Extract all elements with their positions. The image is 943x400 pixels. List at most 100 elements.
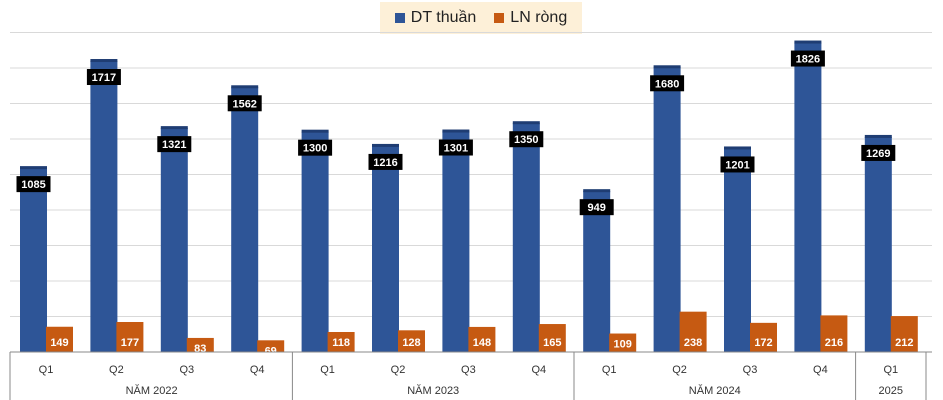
- profit-value-label: 118: [332, 337, 350, 349]
- revenue-label-box: [579, 199, 614, 216]
- revenue-value-label: 1826: [796, 54, 820, 66]
- legend-item-revenue: DT thuần: [394, 9, 477, 27]
- profit-value-label: 128: [402, 337, 420, 349]
- profit-bar: [538, 324, 566, 352]
- revenue-bar: [512, 123, 540, 352]
- revenue-bar: [794, 42, 822, 353]
- quarter-tick-label: Q1: [602, 364, 617, 376]
- profit-bar: [468, 326, 496, 352]
- revenue-bar-cap: [653, 65, 681, 69]
- legend-item-profit: LN ròng: [494, 9, 567, 27]
- revenue-bar-cap: [864, 134, 892, 138]
- legend-swatch-profit: [494, 13, 505, 23]
- revenue-bar: [231, 87, 259, 352]
- quarter-tick-label: Q2: [109, 364, 124, 376]
- profit-value-label: 69: [265, 345, 277, 357]
- revenue-label-box: [438, 139, 473, 156]
- revenue-label-box: [861, 144, 896, 161]
- revenue-bar: [583, 191, 611, 352]
- profit-bar: [257, 340, 285, 352]
- profit-value-label: 177: [121, 337, 139, 349]
- revenue-bar-cap: [442, 129, 470, 133]
- profit-value-label: 216: [825, 337, 843, 349]
- revenue-bar-cap: [724, 146, 751, 150]
- revenue-value-label: 1717: [92, 72, 116, 84]
- revenue-bar: [160, 128, 188, 352]
- profit-bar: [609, 333, 637, 352]
- profit-value-label: 109: [614, 339, 632, 351]
- revenue-label-box: [16, 176, 51, 193]
- profit-bar: [327, 332, 355, 352]
- revenue-bar: [442, 131, 470, 352]
- quarter-tick-label: Q3: [743, 364, 758, 376]
- revenue-value-label: 1680: [655, 78, 679, 90]
- profit-value-label: 148: [473, 337, 491, 349]
- revenue-bar-cap: [90, 59, 118, 63]
- revenue-value-label: 949: [588, 202, 606, 214]
- profit-value-label: 149: [50, 337, 68, 349]
- revenue-value-label: 1085: [21, 179, 45, 191]
- legend-swatch-revenue: [394, 13, 405, 23]
- legend-label-profit: LN ròng: [510, 9, 568, 26]
- revenue-bar: [372, 145, 399, 352]
- revenue-value-label: 1562: [232, 98, 256, 110]
- revenue-label-box: [157, 136, 192, 153]
- profit-bar: [820, 315, 848, 352]
- revenue-value-label: 1350: [514, 134, 538, 146]
- revenue-bar-cap: [20, 166, 47, 170]
- revenue-value-label: 1216: [373, 157, 397, 169]
- revenue-label-box: [227, 95, 262, 112]
- quarter-tick-label: Q1: [39, 364, 54, 376]
- quarter-tick-label: Q4: [250, 364, 265, 376]
- revenue-bar: [724, 148, 751, 352]
- revenue-bar-cap: [372, 143, 399, 147]
- revenue-bar: [653, 67, 681, 352]
- profit-value-label: 83: [194, 343, 206, 355]
- revenue-bar-cap: [301, 129, 329, 133]
- profit-value-label: 238: [684, 337, 702, 349]
- revenue-bar-cap: [160, 126, 188, 130]
- revenue-bar: [90, 61, 118, 353]
- quarter-tick-label: Q3: [461, 364, 476, 376]
- revenue-bar-cap: [512, 121, 540, 125]
- revenue-label-box: [650, 75, 685, 92]
- year-group-label: NĂM 2022: [126, 384, 178, 397]
- quarter-tick-label: Q2: [672, 364, 687, 376]
- profit-value-label: 165: [543, 337, 561, 349]
- year-group-label: 2025: [879, 385, 903, 397]
- revenue-bar: [20, 168, 47, 352]
- profit-value-label: 212: [895, 337, 913, 349]
- legend-label-revenue: DT thuần: [410, 9, 477, 26]
- revenue-value-label: 1300: [303, 143, 327, 155]
- revenue-label-box: [368, 153, 403, 170]
- revenue-label-box: [509, 131, 544, 148]
- revenue-bar-cap: [583, 189, 611, 193]
- year-group-label: NĂM 2023: [407, 384, 459, 397]
- revenue-value-label: 1269: [866, 148, 890, 160]
- quarter-tick-label: Q4: [813, 364, 828, 376]
- profit-bar: [890, 316, 918, 352]
- revenue-bar-cap: [794, 40, 822, 44]
- quarter-tick-label: Q2: [391, 364, 406, 376]
- quarter-tick-label: Q3: [179, 364, 194, 376]
- chart-legend: DT thuần LN ròng: [380, 2, 582, 34]
- revenue-label-box: [790, 50, 825, 67]
- quarter-tick-label: Q1: [320, 364, 335, 376]
- revenue-value-label: 1301: [444, 143, 468, 155]
- revenue-bar-cap: [231, 85, 259, 89]
- revenue-bar: [301, 131, 329, 352]
- profit-bar: [398, 330, 425, 352]
- quarter-tick-label: Q4: [531, 364, 546, 376]
- profit-bar: [46, 326, 73, 352]
- quarter-tick-label: Q1: [883, 364, 898, 376]
- revenue-value-label: 1201: [725, 159, 749, 171]
- revenue-label-box: [720, 156, 755, 173]
- revenue-bar: [864, 136, 892, 352]
- revenue-value-label: 1321: [162, 139, 186, 151]
- profit-bar: [186, 337, 214, 352]
- year-group-label: NĂM 2024: [689, 384, 741, 397]
- profit-bar: [116, 322, 144, 352]
- profit-bar: [750, 322, 777, 352]
- profit-bar: [679, 311, 707, 352]
